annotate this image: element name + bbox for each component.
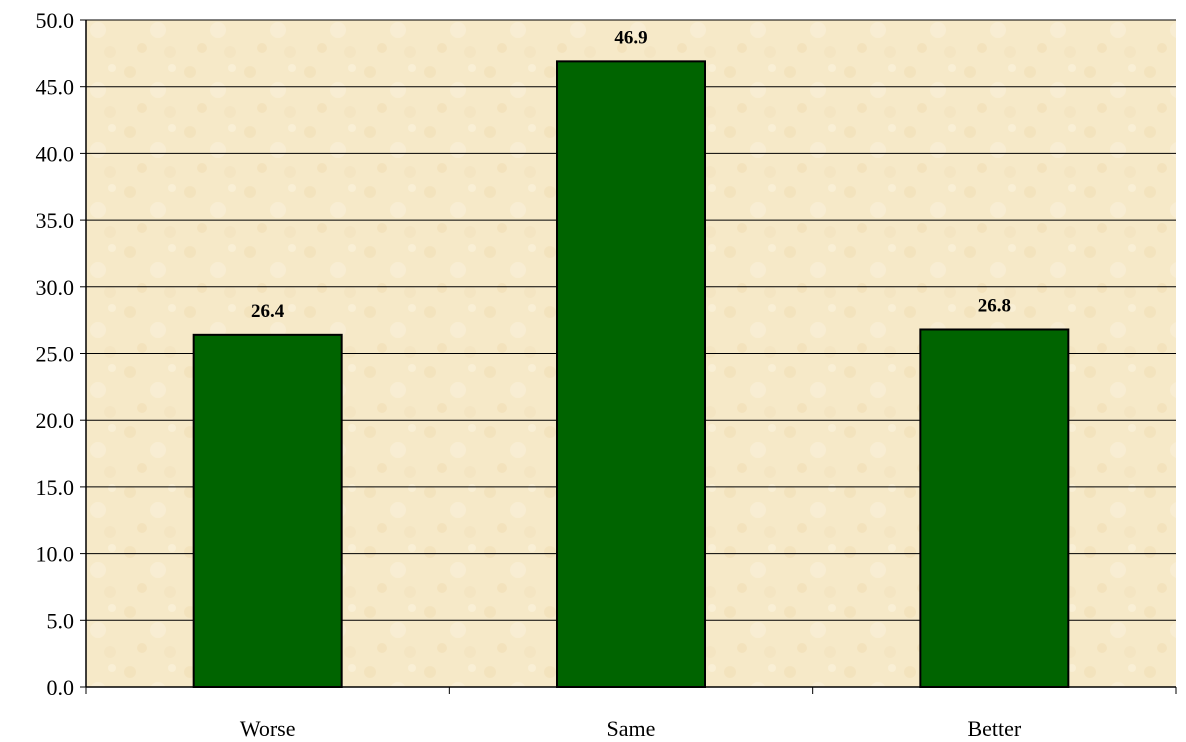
y-tick-label: 10.0 xyxy=(36,542,75,567)
bar-worse xyxy=(192,333,343,688)
bar-better xyxy=(919,328,1070,688)
x-tick-label: Worse xyxy=(240,716,296,741)
y-tick-label: 30.0 xyxy=(36,275,75,300)
x-tick-label: Same xyxy=(607,716,656,741)
y-axis-tick-labels: 0.0 5.0 10.0 15.0 20.0 25.0 30.0 35.0 40.0 45.0 50… xyxy=(36,8,75,700)
bar-same xyxy=(556,60,706,688)
y-tick-label: 25.0 xyxy=(36,342,75,367)
y-tick-label: 5.0 xyxy=(47,608,75,633)
data-label: 46.9 xyxy=(614,27,647,48)
data-label: 26.8 xyxy=(978,295,1011,316)
data-labels: 26.4 46.9 26.8 xyxy=(251,27,1011,321)
y-tick-label: 35.0 xyxy=(36,208,75,233)
y-tick-label: 45.0 xyxy=(36,75,75,100)
y-tick-label: 0.0 xyxy=(47,675,75,700)
y-tick-label: 20.0 xyxy=(36,408,75,433)
axes xyxy=(85,20,1177,694)
y-tick-label: 40.0 xyxy=(36,141,75,166)
y-tick-label: 50.0 xyxy=(36,8,75,33)
y-tick-label: 15.0 xyxy=(36,475,75,500)
x-axis-tick-labels: Worse Same Better xyxy=(240,716,1022,741)
bars xyxy=(192,60,1070,688)
data-label: 26.4 xyxy=(251,301,285,322)
x-tick-label: Better xyxy=(967,716,1021,741)
